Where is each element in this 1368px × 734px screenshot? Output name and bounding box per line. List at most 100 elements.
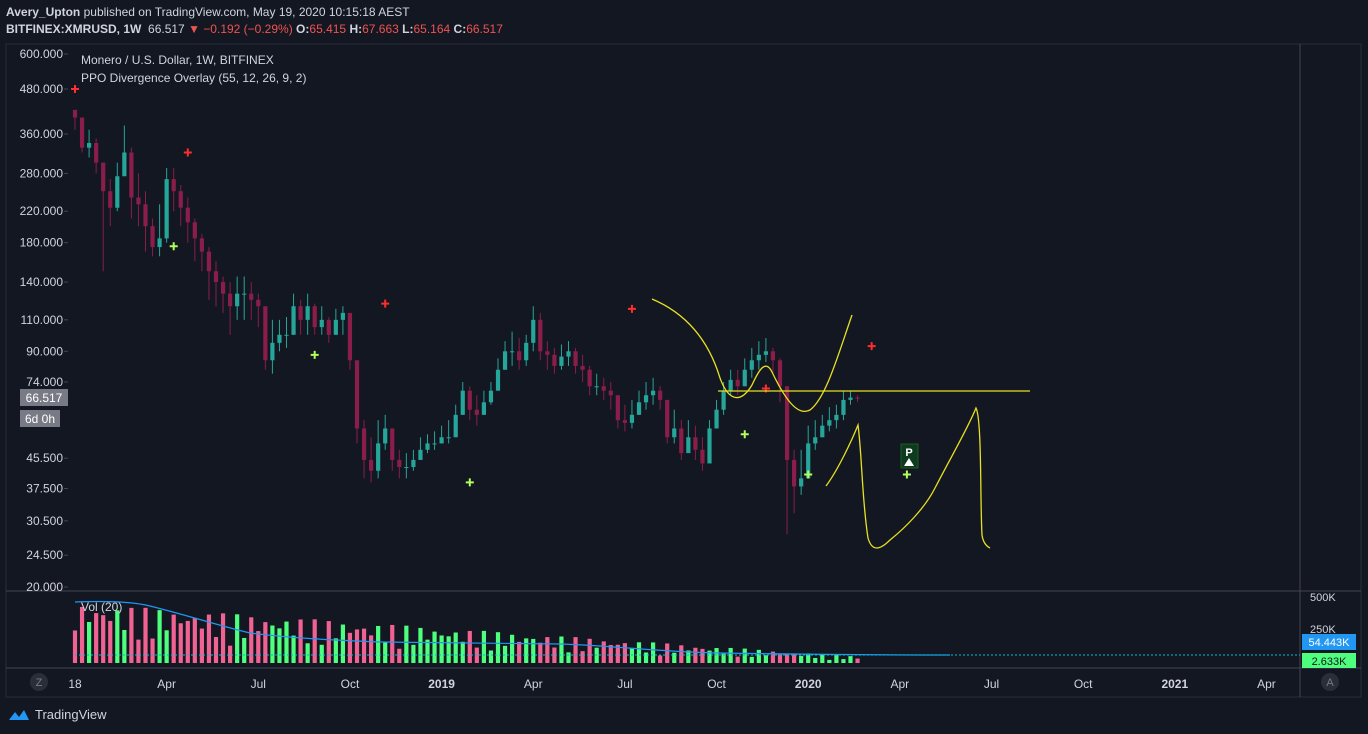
candle-body — [235, 293, 240, 307]
drawings — [651, 298, 1030, 549]
volume-bar — [312, 619, 317, 663]
candle-body — [87, 143, 92, 148]
candle-body — [249, 293, 254, 300]
auto-scale-button[interactable] — [1321, 673, 1339, 691]
volume-bar — [220, 613, 226, 663]
y-tick-label: 24.500 — [26, 548, 63, 562]
volume-bar — [150, 638, 155, 663]
down-arrow-icon: ▼ — [188, 22, 200, 36]
volume-bar — [834, 654, 839, 663]
candle-body — [608, 390, 613, 396]
volume-bar — [552, 647, 557, 663]
volume-bar — [502, 645, 508, 663]
candle-body — [827, 420, 832, 426]
publish-line: Avery_Upton published on TradingView.com… — [6, 5, 410, 19]
candle-body — [594, 386, 599, 388]
candle-body — [136, 197, 141, 205]
candle-body — [192, 222, 197, 239]
candle-body — [651, 390, 656, 396]
volume-bar — [545, 637, 550, 663]
volume-bar — [305, 643, 310, 663]
sell-signal-icon — [71, 84, 79, 93]
volume-tick-label: 250K — [1310, 624, 1336, 636]
volume-bar — [820, 653, 825, 663]
zoom-button-label: Z — [36, 677, 43, 689]
legend-volume: Vol (20) — [81, 600, 122, 614]
volume-bar — [672, 652, 677, 663]
high-value: 67.663 — [362, 22, 399, 36]
sell-signal-icon — [867, 342, 876, 351]
volume-bar — [94, 613, 99, 663]
candle-body — [629, 414, 635, 423]
candle-body — [164, 179, 169, 239]
candle-body — [728, 379, 733, 391]
volume-bar — [559, 636, 564, 663]
volume-bar — [749, 656, 754, 663]
volume-bar — [164, 630, 169, 663]
volume-bar — [679, 645, 684, 663]
low-value: 65.164 — [413, 22, 451, 36]
volume-bar — [643, 652, 649, 663]
volume-bar — [235, 614, 240, 663]
y-tick-label: 480.000 — [20, 82, 64, 96]
x-tick-label: Apr — [524, 677, 543, 691]
candle-body — [298, 306, 303, 320]
candle-body — [220, 282, 226, 294]
x-tick-label: Oct — [341, 677, 360, 691]
volume-bar — [185, 620, 190, 663]
candle-body — [672, 428, 677, 438]
volume-bar — [601, 641, 606, 663]
candle-body — [72, 109, 78, 118]
candle-body — [418, 449, 423, 460]
volume-bar — [784, 653, 790, 663]
buy-signal-icon — [740, 430, 749, 439]
countdown-badge — [20, 410, 60, 427]
candle-body — [256, 299, 261, 307]
y-tick-label: 600.000 — [20, 47, 64, 61]
candle-body — [206, 251, 212, 272]
signal-marker[interactable] — [900, 443, 919, 469]
candle-body — [615, 395, 620, 421]
volume-bar — [615, 644, 620, 663]
candle-body — [178, 191, 183, 208]
candle-body — [213, 271, 219, 283]
candle-body — [763, 351, 768, 355]
candle-body — [404, 467, 409, 469]
volume-bar — [157, 610, 162, 663]
zoom-button[interactable] — [30, 673, 48, 691]
volume-bar — [799, 655, 804, 663]
freehand-drawing-2 — [825, 406, 991, 549]
candle-body — [510, 351, 515, 353]
candle-body — [277, 334, 282, 343]
tradingview-logo[interactable]: TradingView — [8, 707, 107, 722]
candle-body — [361, 428, 367, 460]
volume-bar — [369, 635, 374, 663]
x-tick-label: Apr — [891, 677, 910, 691]
volume-bar — [848, 656, 853, 663]
freehand-drawing-1 — [651, 298, 853, 413]
close-label: C: — [453, 22, 467, 36]
x-tick-label: Jul — [984, 677, 999, 691]
volume-bar — [714, 648, 719, 663]
volume-bar — [418, 627, 423, 663]
candle-body — [171, 179, 176, 192]
legend-indicator: PPO Divergence Overlay (55, 12, 26, 9, 2… — [81, 71, 306, 85]
x-tick-label: 18 — [68, 677, 82, 691]
volume-bar — [333, 638, 338, 663]
volume-bar — [129, 607, 134, 663]
volume-bar — [446, 636, 451, 663]
volume-ma-badge — [1302, 634, 1356, 650]
candle-body — [573, 351, 578, 366]
x-tick-label: 2021 — [1161, 677, 1188, 691]
volume-bar — [242, 637, 247, 663]
candle-body — [432, 443, 437, 445]
candle-body — [721, 390, 726, 410]
volume-bar — [340, 624, 345, 663]
y-tick-label: 110.000 — [21, 313, 64, 327]
chart-frame — [5, 43, 1362, 698]
candle-body — [714, 409, 719, 429]
volume-bar — [629, 648, 635, 663]
volume-bar — [587, 638, 592, 663]
volume-last-badge-text: 2.633K — [1312, 656, 1348, 668]
